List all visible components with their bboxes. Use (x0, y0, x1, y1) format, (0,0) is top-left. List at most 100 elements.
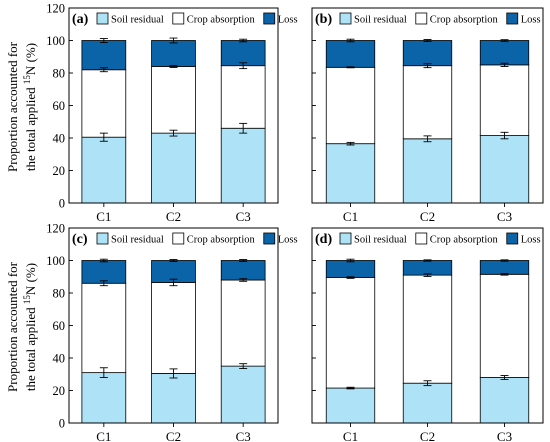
bar-loss-c3 (220, 260, 266, 281)
y-axis-label-prefix: the total applied (23, 304, 38, 391)
panel-label: (c) (72, 232, 88, 247)
y-tick-label-120: 120 (46, 222, 65, 236)
x-tick-label-c3: C3 (236, 209, 251, 224)
bar-soil-residual-c3 (220, 365, 266, 424)
error-bar-soil-residual-c2 (169, 368, 178, 379)
legend-item-loss: Loss (263, 12, 298, 26)
error-bar-crop-absorption-c1 (346, 276, 355, 279)
error-bar-loss-c1 (346, 38, 355, 43)
legend-label: Soil residual (111, 15, 164, 26)
y-axis-label-line2-top: the total applied 15N (%) (22, 43, 38, 171)
legend-item-crop-absorption: Crop absorption (415, 12, 499, 26)
x-tick-label-c3: C3 (497, 429, 512, 442)
legend-label: Crop absorption (187, 235, 256, 246)
bar-loss-c1 (325, 260, 376, 278)
legend-item-loss: Loss (506, 232, 541, 246)
y-axis-label-sup: 15 (22, 295, 32, 305)
x-tick-label-c3: C3 (497, 209, 512, 224)
bar-soil-residual-c1 (81, 136, 127, 204)
bar-soil-residual-c2 (402, 382, 453, 424)
x-tick-label-c2: C2 (420, 209, 435, 224)
bar-loss-c3 (479, 260, 530, 275)
y-axis-label-prefix: the total applied (23, 84, 38, 171)
legend-swatch (96, 12, 109, 25)
error-bar-loss-c2 (423, 39, 432, 42)
y-tick-label-80: 80 (53, 67, 66, 81)
bar-soil-residual-c2 (402, 138, 453, 204)
bar-crop-absorption-c1 (81, 69, 127, 138)
y-tick-label-20: 20 (53, 384, 66, 398)
error-bar-crop-absorption-c2 (423, 273, 432, 277)
y-axis-label-sup: 15 (22, 75, 32, 85)
bar-soil-residual-c2 (151, 132, 196, 204)
error-bar-loss-c1 (346, 258, 355, 263)
bar-loss-c2 (402, 260, 453, 276)
legend-swatch (415, 232, 428, 245)
bar-loss-c2 (402, 40, 453, 67)
x-tick-label-c1: C1 (96, 429, 111, 442)
bar-soil-residual-c2 (151, 373, 196, 424)
error-bar-loss-c3 (239, 259, 248, 262)
bar-crop-absorption-c3 (479, 64, 530, 136)
x-tick-label-c1: C1 (343, 429, 358, 442)
error-bar-crop-absorption-c3 (500, 273, 509, 276)
legend-item-soil-residual: Soil residual (339, 12, 407, 26)
error-bar-loss-c1 (99, 258, 108, 263)
legend-swatch (172, 232, 185, 245)
error-bar-soil-residual-c1 (99, 132, 108, 142)
legend-swatch (263, 12, 276, 25)
panels-group: C1 C2 C3 0 20 40 60 80 100 120 (a) Soil residual Cro… (46, 2, 544, 442)
panel-a: C1 C2 C3 0 20 40 60 80 100 120 (a) Soil residual Cro… (46, 2, 297, 225)
error-bar-crop-absorption-c3 (500, 62, 509, 67)
legend-label: Loss (278, 15, 298, 26)
y-tick-label-60: 60 (53, 99, 66, 113)
legend-item-loss: Loss (263, 232, 298, 246)
bar-soil-residual-c1 (325, 143, 376, 204)
x-tick-label-c2: C2 (166, 209, 181, 224)
error-bar-crop-absorption-c1 (346, 66, 355, 69)
legend-swatch (415, 12, 428, 25)
y-axis-label-suffix: N (%) (23, 263, 38, 295)
legend-label: Crop absorption (430, 235, 499, 246)
y-axis-label-line1-bottom: Proportion accounted for (5, 261, 20, 392)
legend-label: Loss (278, 235, 298, 246)
error-bar-soil-residual-c2 (423, 380, 432, 387)
error-bar-loss-c3 (500, 259, 509, 262)
bar-loss-c3 (479, 40, 530, 66)
bar-crop-absorption-c3 (479, 273, 530, 378)
legend-swatch (339, 232, 352, 245)
error-bar-soil-residual-c1 (99, 367, 108, 378)
bar-loss-c3 (220, 40, 266, 67)
y-tick-label-0: 0 (59, 417, 65, 431)
bar-crop-absorption-c1 (325, 277, 376, 389)
y-tick-label-40: 40 (53, 132, 66, 146)
bar-soil-residual-c1 (81, 372, 127, 424)
y-tick-label-40: 40 (53, 352, 66, 366)
x-tick-label-c3: C3 (236, 429, 251, 442)
bar-crop-absorption-c2 (151, 66, 196, 134)
error-bar-crop-absorption-c3 (239, 62, 248, 70)
bar-crop-absorption-c2 (151, 282, 196, 374)
panel-label: (d) (315, 232, 332, 247)
panel-label: (b) (315, 12, 332, 27)
error-bar-loss-c2 (169, 259, 178, 262)
bar-soil-residual-c3 (479, 377, 530, 424)
legend-swatch (506, 232, 519, 245)
error-bar-crop-absorption-c2 (169, 65, 178, 68)
y-axis-label-line1-top: Proportion accounted for (5, 41, 20, 172)
bar-loss-c1 (81, 40, 127, 71)
legend-label: Crop absorption (430, 15, 499, 26)
error-bar-soil-residual-c3 (500, 375, 509, 380)
legend-label: Loss (521, 235, 541, 246)
error-bar-loss-c1 (99, 38, 108, 43)
legend-item-soil-residual: Soil residual (96, 12, 164, 26)
error-bar-crop-absorption-c2 (169, 278, 178, 287)
legend-label: Crop absorption (187, 15, 256, 26)
error-bar-soil-residual-c1 (346, 386, 355, 390)
y-tick-label-80: 80 (53, 287, 66, 301)
bar-loss-c2 (151, 40, 196, 67)
bar-crop-absorption-c3 (220, 279, 266, 367)
error-bar-crop-absorption-c1 (99, 67, 108, 73)
bar-crop-absorption-c2 (402, 274, 453, 384)
